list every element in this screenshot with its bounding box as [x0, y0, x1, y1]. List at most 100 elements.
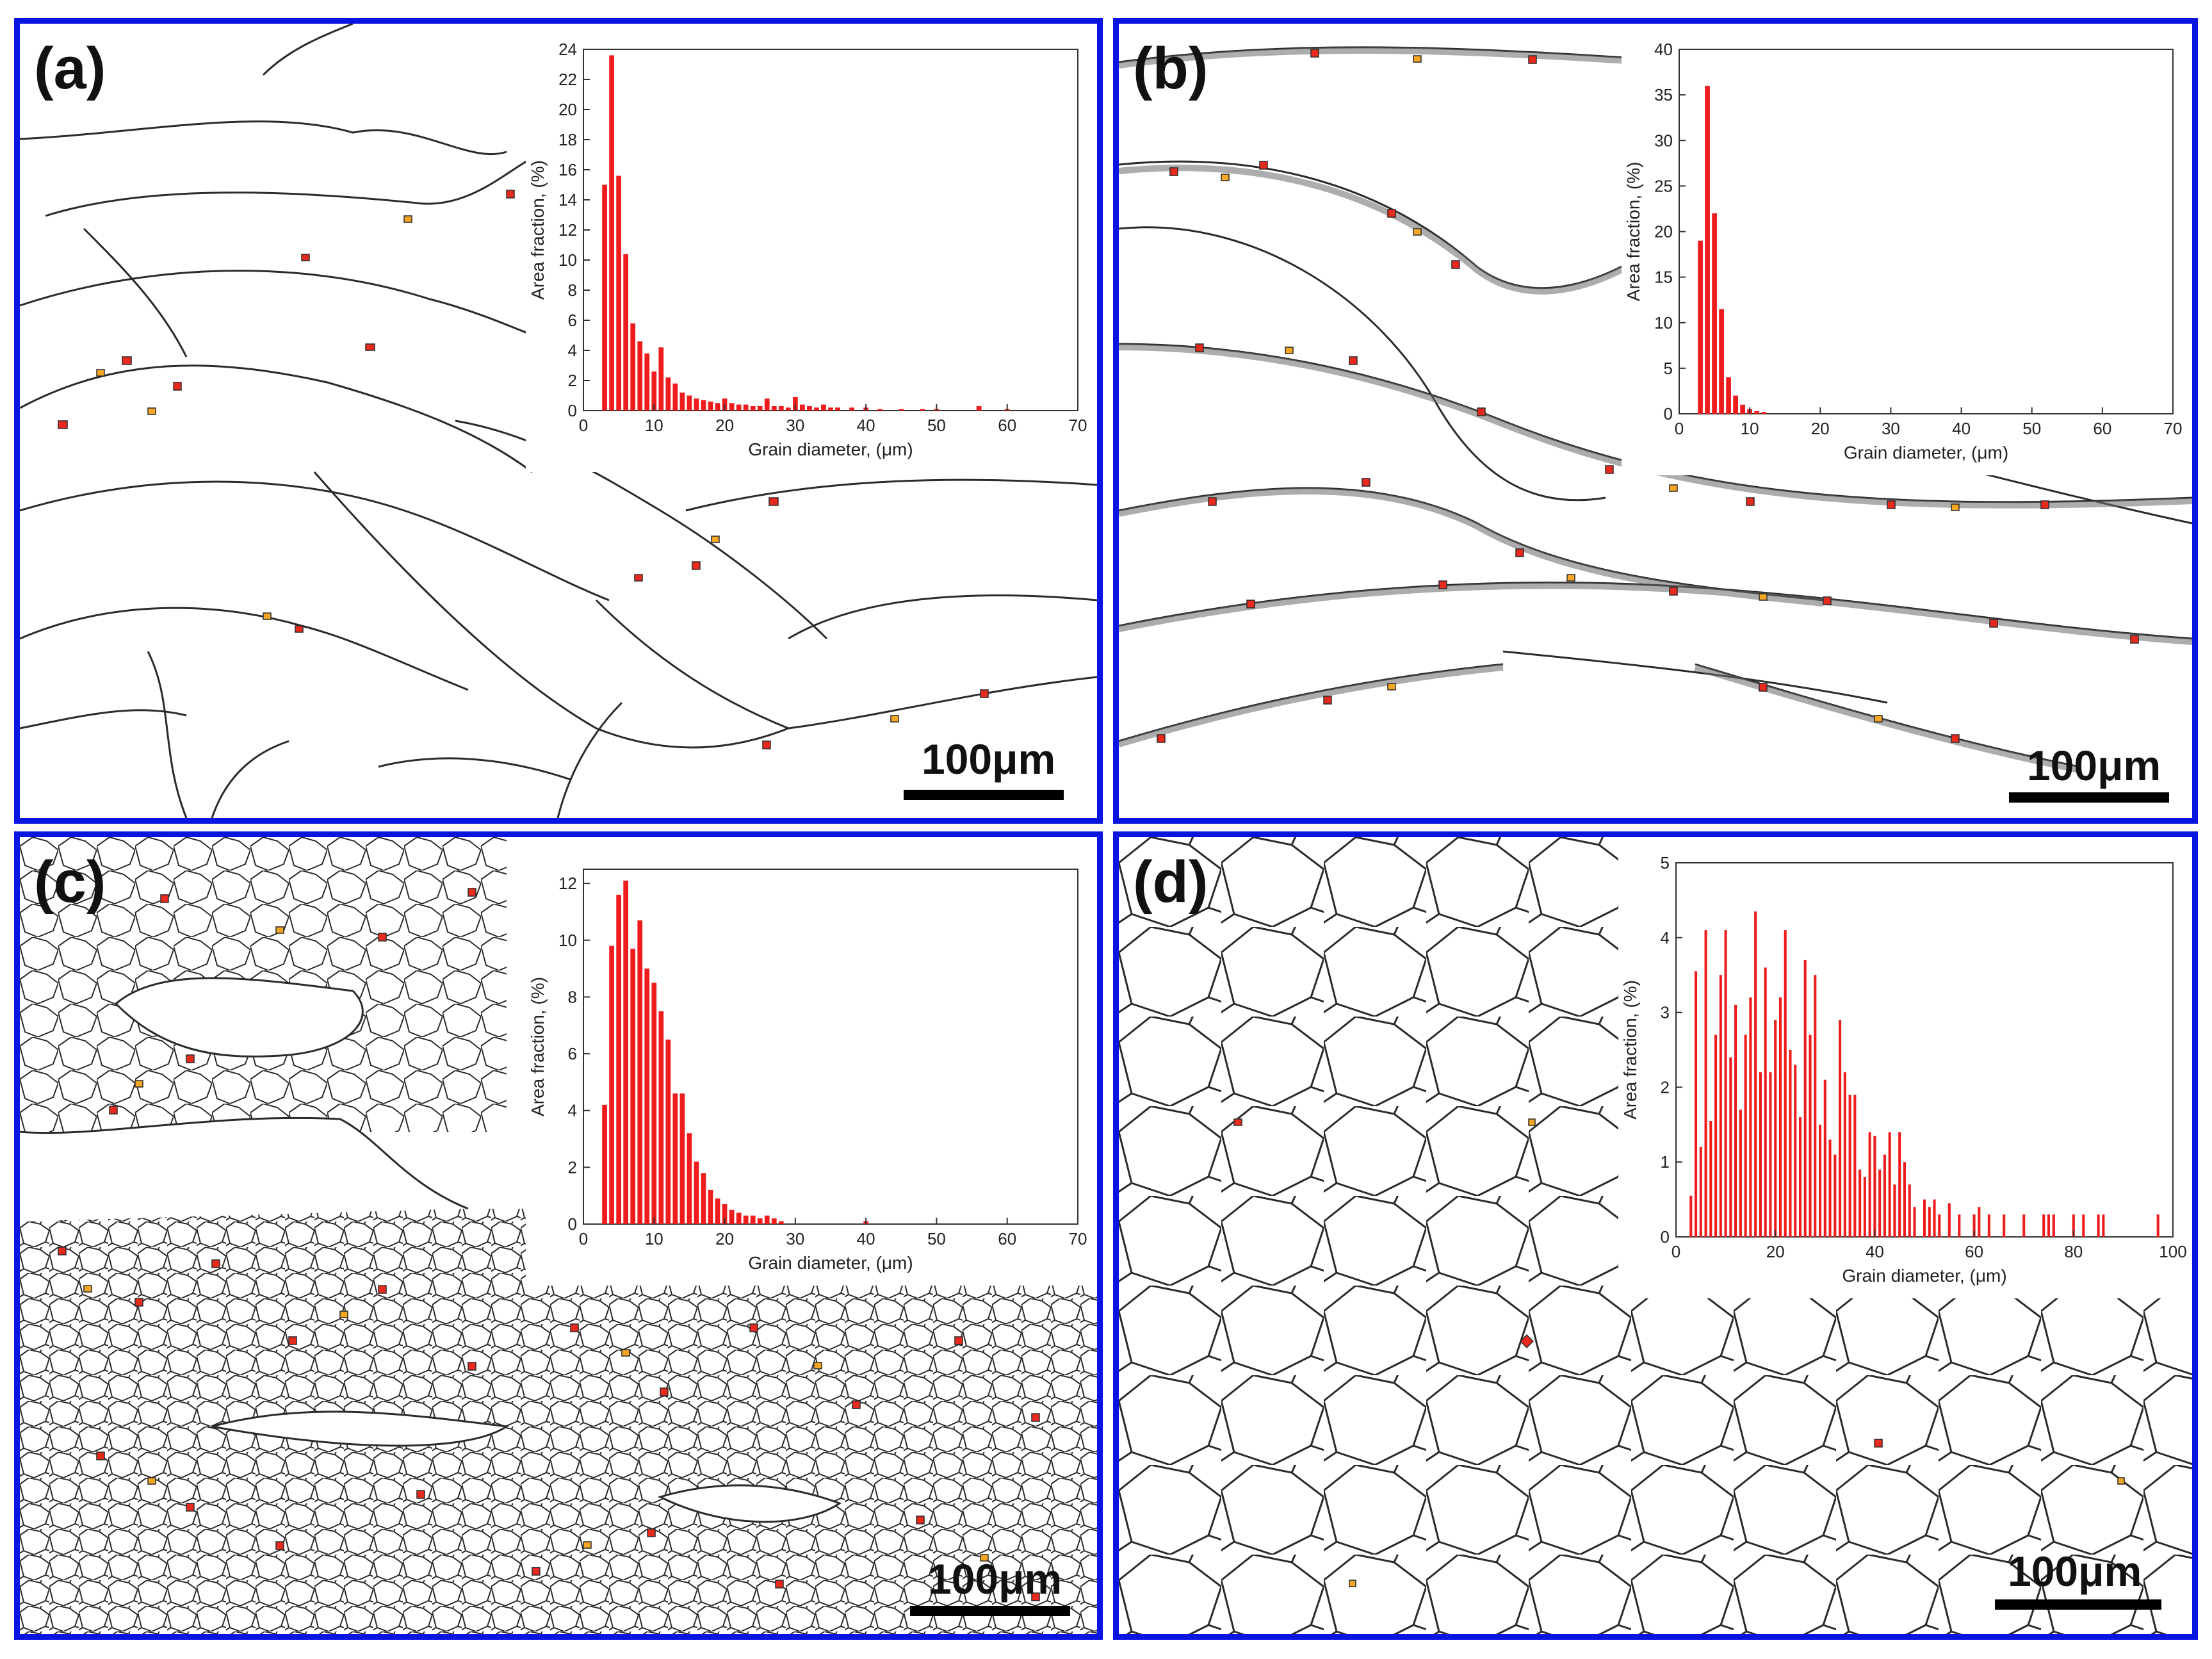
histogram-inset-c: 0 10 20 30 40 50 60 70 0 2 4 6 8 10 12 Grain diameter, … — [526, 844, 1097, 1286]
plot-frame — [1679, 49, 2174, 414]
panel-b: (b) 0 10 20 30 40 50 60 70 0 5 10 15 20 25 30 35 40 Grain… — [1113, 18, 2198, 824]
x-tick-label: 40 — [1952, 419, 1971, 438]
y-tick-label: 14 — [558, 190, 577, 209]
histogram-bar — [785, 407, 791, 411]
histogram-bar — [771, 405, 777, 411]
histogram-bar — [920, 409, 925, 411]
histogram-bar — [1739, 1109, 1742, 1237]
histogram-bar — [651, 983, 657, 1224]
histogram-bar — [1888, 1132, 1891, 1237]
y-tick-label: 15 — [1654, 268, 1673, 287]
x-tick-label: 100 — [2159, 1242, 2186, 1261]
histogram-bar — [1798, 1117, 1802, 1237]
histogram-bar — [1972, 1214, 1976, 1237]
x-tick-label: 20 — [1766, 1242, 1785, 1261]
x-tick-label: 50 — [927, 416, 946, 435]
histogram-bar — [1733, 395, 1738, 414]
x-tick-label: 40 — [857, 416, 875, 435]
x-tick-label: 60 — [2093, 419, 2111, 438]
histogram-bar — [1828, 1140, 1832, 1237]
histogram-bar — [1873, 1136, 1876, 1237]
y-tick-label: 30 — [1654, 131, 1673, 150]
histogram-bar — [736, 1213, 742, 1224]
y-tick-label: 5 — [1661, 853, 1670, 872]
histogram-chart-b: 0 10 20 30 40 50 60 70 0 5 10 15 20 25 30 35 40 Grain dia… — [1623, 40, 2182, 462]
histogram-bar — [630, 323, 636, 411]
histogram-bar — [1878, 1169, 1882, 1237]
histogram-bar — [679, 1093, 685, 1224]
x-tick-label: 50 — [927, 1229, 946, 1248]
histogram-bar — [1724, 930, 1727, 1237]
histogram-bar — [623, 880, 629, 1224]
x-tick-label: 0 — [1671, 1242, 1680, 1261]
y-tick-label: 1 — [1661, 1152, 1670, 1172]
y-tick-label: 18 — [558, 130, 577, 149]
histogram-bar — [658, 347, 664, 411]
histogram-bar — [1740, 404, 1745, 414]
histogram-bar — [1769, 1072, 1772, 1237]
histogram-bar — [778, 405, 784, 411]
x-tick-label: 50 — [2022, 419, 2041, 438]
histogram-bar — [778, 1221, 784, 1224]
histogram-bar — [1699, 1147, 1702, 1237]
x-axis-label: Grain diameter, (μm) — [1842, 1266, 2006, 1286]
histogram-bar — [1695, 971, 1698, 1237]
x-tick-label: 0 — [579, 1229, 588, 1248]
histogram-bar — [1709, 1120, 1712, 1237]
histogram-bar — [658, 1011, 664, 1224]
y-tick-label: 8 — [568, 987, 577, 1006]
y-tick-label: 8 — [568, 281, 577, 300]
histogram-bar — [672, 383, 678, 411]
x-tick-label: 60 — [998, 416, 1016, 435]
x-tick-label: 20 — [715, 416, 734, 435]
histogram-bar — [1704, 930, 1707, 1237]
histogram-bar — [1719, 975, 1722, 1237]
histogram-bar — [1734, 1004, 1737, 1237]
histogram-bar — [1834, 1154, 1837, 1237]
plot-frame — [583, 49, 1078, 411]
x-tick-label: 10 — [645, 416, 663, 435]
histogram-bar — [1823, 1079, 1826, 1237]
histogram-bar — [694, 398, 699, 411]
histogram-bar — [1719, 309, 1724, 414]
histogram-bar — [602, 1104, 607, 1224]
histogram-chart-a: 0 10 20 30 40 50 60 70024681012141618202224Grai… — [528, 40, 1087, 459]
histogram-bar — [743, 1215, 749, 1224]
histogram-bar — [1714, 1034, 1718, 1237]
x-tick-label: 40 — [857, 1229, 875, 1248]
histogram-bar — [708, 401, 713, 411]
y-tick-label: 0 — [1661, 1227, 1670, 1246]
histogram-bar — [722, 1204, 728, 1224]
histogram-bar — [1809, 1034, 1812, 1237]
histogram-bar — [1848, 1095, 1851, 1237]
histogram-bar — [729, 403, 735, 411]
histogram-bar — [694, 1161, 699, 1224]
histogram-bar — [1814, 975, 1817, 1237]
y-tick-label: 20 — [1654, 222, 1673, 241]
histogram-bar — [899, 409, 904, 411]
panel-c: (c) 0 10 20 30 40 50 60 70 0 2 4 6 8 10 12 Grain diamet… — [14, 831, 1103, 1640]
x-tick-label: 0 — [579, 416, 588, 435]
histogram-bar — [1883, 1154, 1886, 1237]
histogram-bar — [1784, 930, 1787, 1237]
histogram-bar — [2156, 1214, 2159, 1237]
histogram-bar — [1843, 1072, 1846, 1237]
histogram-bar — [729, 1209, 735, 1224]
scale-bar-a — [904, 790, 1064, 800]
histogram-bar — [877, 409, 883, 411]
x-axis-label: Grain diameter, (μm) — [1844, 443, 2008, 462]
histogram-bar — [1853, 1095, 1857, 1237]
histogram-bar — [602, 184, 607, 411]
histogram-bar — [1759, 1072, 1762, 1237]
histogram-bar — [1749, 997, 1752, 1237]
histogram-bar — [701, 400, 706, 411]
histogram-bar — [835, 407, 840, 411]
histogram-bar — [2052, 1214, 2055, 1237]
histogram-bar — [1803, 960, 1807, 1237]
histogram-bar — [1761, 412, 1767, 414]
histogram-bar — [976, 405, 982, 411]
histogram-bar — [630, 949, 636, 1224]
histogram-bar — [2003, 1214, 2006, 1237]
panel-d: (d) 0 20 40 60 80 100 0 1 2 3 4 5 Grain diameter, (μ… — [1113, 831, 2198, 1640]
y-tick-label: 12 — [558, 220, 577, 240]
